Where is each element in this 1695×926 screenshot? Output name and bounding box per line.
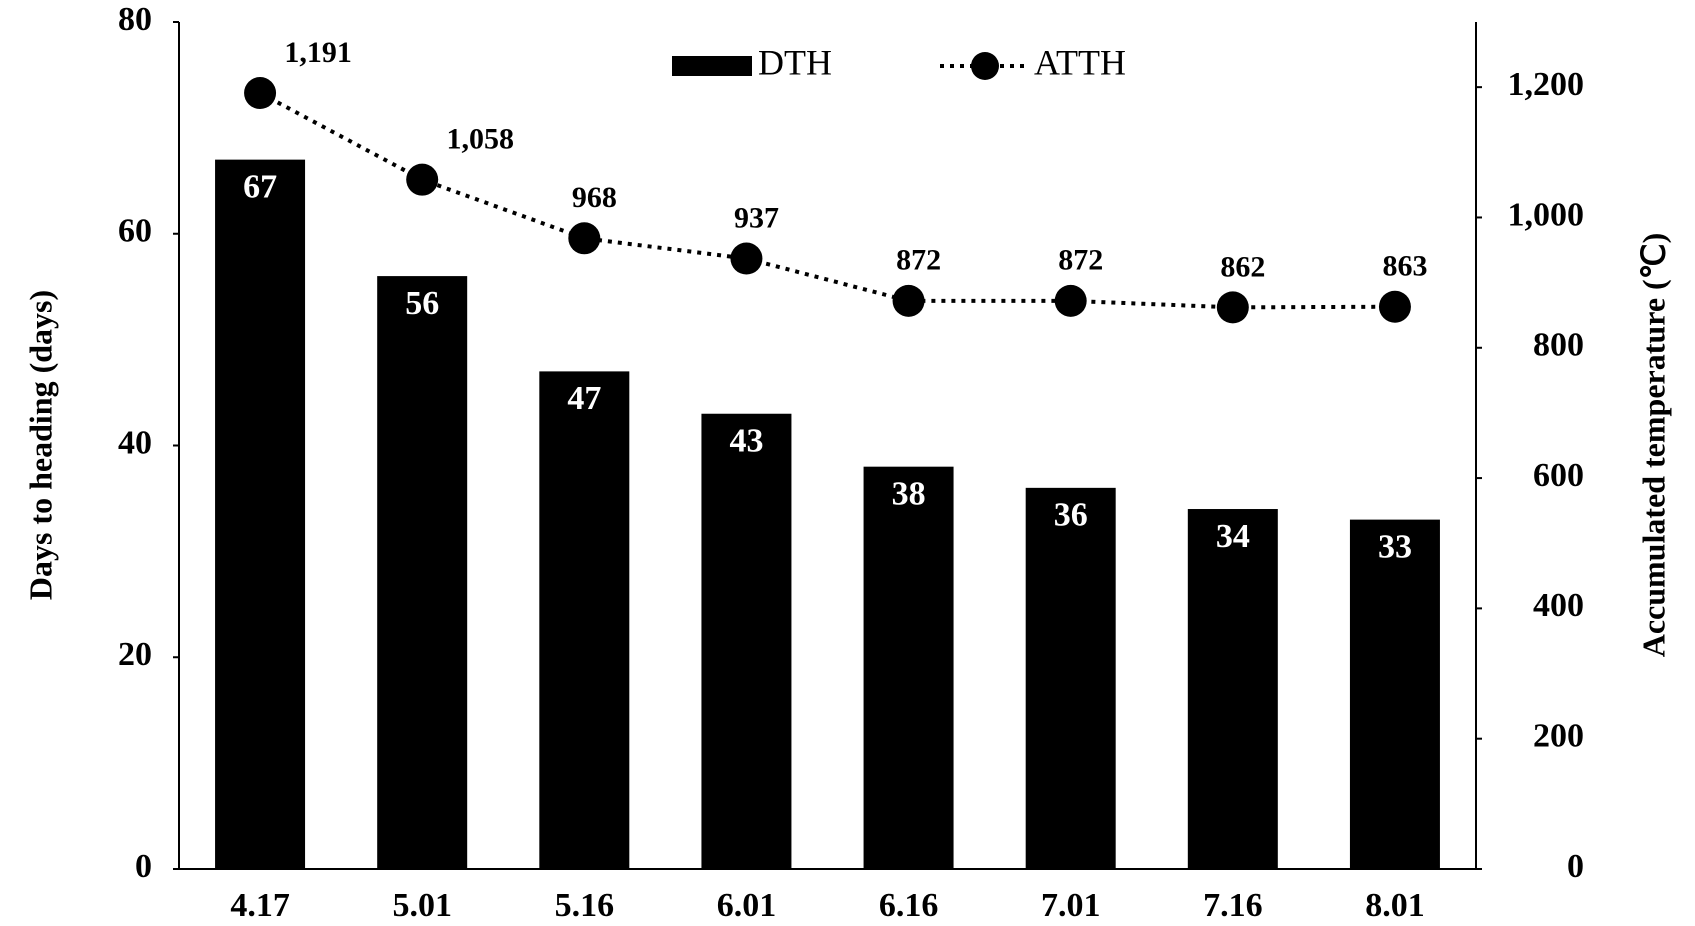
y-tick-label: 0 [135, 848, 152, 885]
x-tick-label: 5.16 [555, 887, 615, 924]
x-tick-label: 5.01 [392, 887, 452, 924]
line-marker [1054, 284, 1087, 317]
bar [539, 371, 630, 869]
x-tick-label: 8.01 [1365, 887, 1425, 924]
y2-tick-label: 600 [1533, 457, 1584, 494]
bar-value-label: 56 [405, 285, 439, 322]
line-marker [1216, 291, 1249, 324]
bar-value-label: 47 [567, 380, 601, 417]
y2-axis-title: Accumulated temperature (℃) [1635, 233, 1671, 658]
x-tick-label: 6.16 [879, 887, 939, 924]
line-value-label: 968 [572, 181, 617, 214]
line [259, 91, 1395, 310]
bar-value-label: 67 [243, 168, 277, 205]
legend-label: DTH [758, 42, 832, 82]
y-tick-label: 80 [118, 1, 152, 38]
y-axis-title: Days to heading (days) [22, 290, 58, 600]
legend-marker [971, 52, 999, 80]
y2-tick-label: 200 [1533, 717, 1584, 754]
x-tick-label: 4.17 [230, 887, 290, 924]
line-marker [568, 222, 601, 255]
line-value-label: 872 [896, 244, 941, 277]
bar-value-label: 36 [1054, 497, 1088, 534]
line-marker [1378, 290, 1411, 323]
bar [377, 276, 468, 870]
y2-tick-label: 1,000 [1508, 196, 1585, 233]
bar-value-label: 43 [729, 423, 763, 460]
line-marker [244, 77, 277, 110]
bar-value-label: 33 [1378, 528, 1412, 565]
legend-label: ATTH [1034, 42, 1126, 82]
line-value-label: 872 [1058, 244, 1103, 277]
line-value-label: 937 [734, 201, 779, 234]
x-tick-label: 7.01 [1041, 887, 1101, 924]
legend-swatch [672, 56, 752, 76]
line-marker [892, 284, 925, 317]
line-marker [730, 242, 763, 275]
y2-tick-label: 400 [1533, 587, 1584, 624]
x-tick-label: 6.01 [717, 887, 777, 924]
line-value-label: 1,191 [284, 36, 352, 69]
x-tick-label: 7.16 [1203, 887, 1263, 924]
line-value-label: 863 [1382, 250, 1427, 283]
y-tick-label: 60 [118, 213, 152, 250]
y2-tick-label: 1,200 [1508, 66, 1585, 103]
bar-value-label: 38 [892, 475, 926, 512]
y2-tick-label: 0 [1567, 848, 1584, 885]
line-value-label: 862 [1220, 250, 1265, 283]
bar [215, 159, 306, 869]
line-marker [406, 163, 439, 196]
bar [1025, 487, 1116, 869]
bar [863, 466, 954, 869]
bar [701, 413, 792, 869]
y-tick-label: 40 [118, 424, 152, 461]
y-tick-label: 20 [118, 636, 152, 673]
bar-value-label: 34 [1216, 518, 1250, 555]
bar [1349, 519, 1440, 869]
bar [1187, 509, 1278, 869]
line-value-label: 1,058 [446, 123, 514, 156]
y2-tick-label: 800 [1533, 327, 1584, 364]
